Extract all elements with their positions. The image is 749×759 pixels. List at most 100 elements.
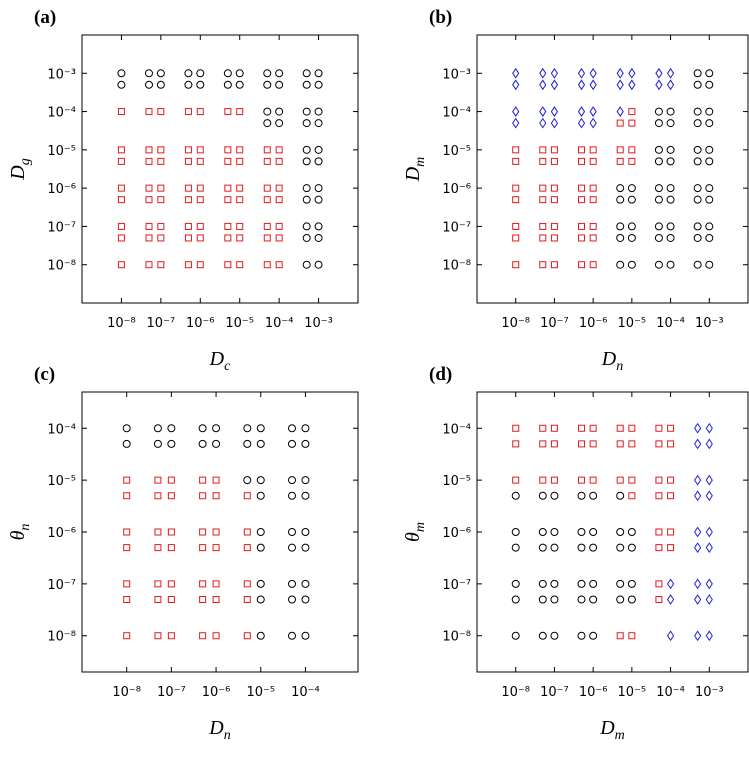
circle-marker bbox=[627, 184, 636, 193]
x-axis-subscript: n bbox=[616, 359, 623, 374]
circle-marker bbox=[627, 222, 636, 231]
circle-marker bbox=[314, 195, 323, 204]
square-marker bbox=[212, 528, 220, 536]
circle-marker bbox=[302, 107, 311, 116]
x-tick-label: 10⁻⁵ bbox=[246, 685, 275, 700]
circle-marker bbox=[263, 69, 272, 78]
circle-marker bbox=[589, 528, 598, 536]
circle-marker bbox=[144, 80, 153, 89]
diamond-marker bbox=[550, 117, 559, 129]
circle-marker bbox=[705, 195, 714, 204]
circle-marker bbox=[287, 476, 296, 485]
circle-marker bbox=[287, 424, 296, 433]
circle-marker bbox=[287, 543, 296, 552]
circle-marker bbox=[287, 595, 296, 604]
circle-marker bbox=[627, 233, 636, 242]
circle-marker bbox=[693, 195, 702, 204]
circle-marker bbox=[616, 595, 625, 604]
square-marker bbox=[550, 440, 558, 448]
circle-marker bbox=[616, 222, 625, 231]
circle-marker bbox=[167, 439, 176, 448]
circle-marker bbox=[302, 195, 311, 204]
square-marker bbox=[154, 632, 162, 640]
diamond-marker bbox=[705, 578, 713, 590]
square-marker bbox=[628, 146, 636, 154]
circle-marker bbox=[314, 233, 323, 242]
diamond-marker bbox=[616, 106, 624, 117]
square-marker bbox=[212, 492, 220, 500]
circle-marker bbox=[654, 107, 663, 116]
square-marker bbox=[539, 196, 547, 204]
circle-marker bbox=[302, 157, 311, 166]
x-tick-label: 10⁻⁵ bbox=[225, 316, 254, 331]
square-marker bbox=[167, 580, 175, 588]
circle-marker bbox=[301, 528, 310, 536]
circle-marker bbox=[577, 491, 586, 500]
square-marker bbox=[212, 580, 220, 588]
x-tick-label: 10⁻⁷ bbox=[540, 685, 569, 700]
square-marker bbox=[550, 196, 558, 204]
square-marker bbox=[577, 234, 585, 242]
y-axis-subscript: m bbox=[413, 522, 428, 532]
square-marker bbox=[263, 157, 271, 165]
circle-marker bbox=[705, 107, 714, 116]
y-tick-label: 10⁻⁷ bbox=[47, 578, 76, 593]
circle-marker bbox=[654, 184, 663, 193]
diamond-marker bbox=[512, 106, 520, 117]
square-marker bbox=[196, 108, 204, 116]
square-marker bbox=[157, 234, 165, 242]
diamond-marker bbox=[694, 474, 702, 486]
square-marker bbox=[577, 157, 585, 165]
x-tick-label: 10⁻⁴ bbox=[656, 685, 685, 700]
square-marker bbox=[236, 234, 244, 242]
circle-marker bbox=[616, 260, 625, 269]
circle-marker bbox=[538, 491, 547, 500]
circle-marker bbox=[693, 233, 702, 242]
y-tick-label: 10⁻⁴ bbox=[47, 106, 76, 121]
square-marker bbox=[236, 184, 244, 192]
square-marker bbox=[196, 196, 204, 204]
square-marker bbox=[184, 261, 192, 269]
square-marker bbox=[212, 632, 220, 640]
panel-title: (b) bbox=[429, 7, 452, 28]
circle-marker bbox=[538, 631, 547, 640]
diamond-marker bbox=[705, 490, 713, 502]
circle-marker bbox=[275, 69, 284, 78]
circle-marker bbox=[122, 439, 131, 448]
circle-marker bbox=[287, 528, 296, 536]
circle-marker bbox=[538, 579, 547, 588]
circle-marker bbox=[256, 491, 265, 500]
circle-marker bbox=[256, 579, 265, 588]
diamond-marker bbox=[539, 79, 547, 91]
circle-marker bbox=[302, 260, 311, 269]
circle-marker bbox=[314, 69, 323, 78]
circle-marker bbox=[302, 69, 311, 78]
circle-marker bbox=[301, 579, 310, 588]
circle-marker bbox=[654, 195, 663, 204]
circle-marker bbox=[314, 145, 323, 154]
square-marker bbox=[184, 222, 192, 230]
square-marker bbox=[167, 544, 175, 552]
y-tick-label: 10⁻⁶ bbox=[47, 182, 76, 197]
axes-frame bbox=[476, 391, 749, 673]
diamond-marker bbox=[512, 67, 520, 79]
diamond-marker bbox=[694, 542, 702, 554]
circle-marker bbox=[693, 80, 702, 89]
x-tick-label: 10⁻⁵ bbox=[618, 316, 647, 331]
square-marker bbox=[123, 580, 131, 588]
square-marker bbox=[212, 544, 220, 552]
circle-marker bbox=[705, 69, 714, 78]
y-tick-label: 10⁻⁷ bbox=[47, 220, 76, 235]
circle-marker bbox=[577, 528, 586, 536]
square-marker bbox=[199, 580, 207, 588]
circle-marker bbox=[243, 439, 252, 448]
diamond-marker bbox=[705, 422, 713, 434]
diamond-marker bbox=[577, 117, 586, 129]
circle-marker bbox=[550, 579, 559, 588]
square-marker bbox=[224, 222, 232, 230]
square-marker bbox=[550, 424, 558, 432]
circle-marker bbox=[538, 528, 547, 536]
square-marker bbox=[655, 440, 663, 448]
diamond-marker bbox=[550, 67, 559, 79]
